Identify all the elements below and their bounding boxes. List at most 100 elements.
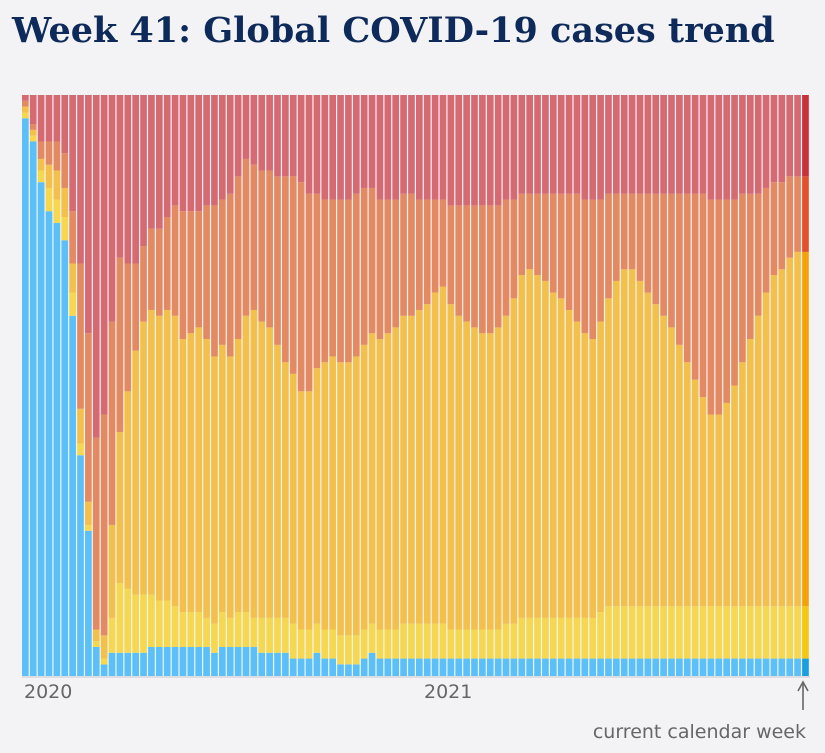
bar-week-53-segment-4 bbox=[431, 199, 439, 293]
bar-week-80-segment-2 bbox=[644, 606, 652, 659]
bar-week-31-segment-1 bbox=[258, 652, 266, 676]
bar-week-24-segment-1 bbox=[203, 646, 210, 676]
bar-week-10-segment-1 bbox=[92, 646, 100, 676]
bar-week-53-segment-1 bbox=[431, 658, 439, 676]
bar-week-43-segment-2 bbox=[352, 635, 360, 665]
bar-week-25-segment-2 bbox=[211, 623, 218, 653]
bar-week-57-segment-3 bbox=[463, 321, 470, 630]
bar-week-35-segment-4 bbox=[289, 176, 297, 374]
bar-week-42-segment-2 bbox=[345, 635, 352, 665]
bar-week-55-segment-5 bbox=[447, 95, 455, 206]
bar-week-94-segment-2 bbox=[754, 606, 762, 659]
bar-week-95-segment-4 bbox=[762, 187, 770, 293]
bar-week-63-segment-1 bbox=[510, 658, 518, 676]
bar-week-94-segment-3 bbox=[754, 315, 762, 607]
bar-week-9-segment-2 bbox=[85, 524, 92, 531]
bar-week-65-segment-4 bbox=[526, 193, 533, 270]
bar-week-7-segment-5 bbox=[69, 95, 76, 212]
bar-week-37-segment-5 bbox=[305, 95, 313, 194]
bar-week-54-segment-2 bbox=[439, 623, 447, 659]
bar-week-64-segment-5 bbox=[518, 95, 526, 194]
bar-week-2-segment-1 bbox=[29, 141, 37, 677]
bar-week-39-segment-2 bbox=[321, 629, 329, 659]
bar-week-14-segment-3 bbox=[124, 391, 132, 589]
bar-week-13-segment-1 bbox=[116, 652, 124, 676]
bar-week-6-segment-1 bbox=[61, 240, 69, 676]
bar-week-59-segment-2 bbox=[479, 629, 486, 659]
bar-week-79-segment-4 bbox=[636, 193, 644, 281]
bar-week-97-segment-1 bbox=[778, 658, 786, 676]
bar-week-35-segment-5 bbox=[289, 95, 297, 177]
bar-week-44-segment-2 bbox=[360, 629, 368, 659]
bar-week-5-segment-1 bbox=[53, 222, 61, 676]
bar-week-97-segment-2 bbox=[778, 606, 786, 659]
bar-week-81-segment-1 bbox=[652, 658, 660, 676]
bar-week-56-segment-2 bbox=[455, 629, 463, 659]
bar-week-100-segment-2 bbox=[802, 606, 809, 659]
bar-week-33-segment-5 bbox=[274, 95, 281, 177]
bar-week-33-segment-2 bbox=[274, 617, 281, 653]
bar-week-26-segment-3 bbox=[219, 344, 226, 613]
bar-week-34-segment-2 bbox=[282, 617, 289, 653]
bar-week-22-segment-4 bbox=[187, 211, 195, 334]
bar-week-44-segment-4 bbox=[360, 187, 368, 345]
bar-week-91-segment-1 bbox=[731, 658, 738, 676]
bar-week-98-segment-3 bbox=[786, 257, 794, 607]
bar-week-40-segment-2 bbox=[329, 629, 336, 659]
bar-week-63-segment-2 bbox=[510, 623, 518, 659]
bar-week-55-segment-3 bbox=[447, 304, 455, 630]
bar-week-56-segment-3 bbox=[455, 315, 463, 630]
bar-week-75-segment-1 bbox=[605, 658, 612, 676]
bar-week-60-segment-3 bbox=[486, 333, 494, 630]
bar-week-76-segment-5 bbox=[613, 95, 620, 194]
bar-week-61-segment-2 bbox=[494, 629, 502, 659]
bar-week-10-segment-4 bbox=[92, 437, 100, 630]
bar-week-36-segment-2 bbox=[297, 629, 305, 659]
bar-week-41-segment-2 bbox=[337, 635, 344, 665]
bar-week-49-segment-3 bbox=[400, 315, 407, 624]
bar-week-44-segment-5 bbox=[360, 95, 368, 188]
bar-week-18-segment-5 bbox=[155, 95, 163, 229]
x-tick-label-2021: 2021 bbox=[424, 681, 472, 703]
bar-week-45-segment-4 bbox=[368, 187, 376, 334]
bar-week-89-segment-2 bbox=[715, 606, 723, 659]
bar-week-27-segment-3 bbox=[226, 356, 234, 618]
bar-week-97-segment-5 bbox=[778, 95, 786, 183]
bar-week-36-segment-1 bbox=[297, 658, 305, 676]
bar-week-73-segment-1 bbox=[589, 658, 597, 676]
bar-week-91-segment-4 bbox=[731, 199, 738, 386]
bar-week-4-segment-4 bbox=[45, 141, 53, 165]
current-calendar-week-annotation: current calendar week bbox=[593, 721, 806, 743]
bar-week-73-segment-4 bbox=[589, 199, 597, 340]
bar-week-31-segment-3 bbox=[258, 321, 266, 618]
bar-week-67-segment-4 bbox=[542, 193, 549, 281]
bar-week-78-segment-3 bbox=[628, 269, 636, 607]
bar-week-76-segment-2 bbox=[613, 606, 620, 659]
bar-week-82-segment-2 bbox=[660, 606, 667, 659]
bar-week-76-segment-3 bbox=[613, 280, 620, 607]
bar-week-64-segment-3 bbox=[518, 275, 526, 618]
bar-week-93-segment-1 bbox=[746, 658, 754, 676]
bar-week-17-segment-2 bbox=[148, 594, 155, 647]
bar-week-35-segment-3 bbox=[289, 373, 297, 624]
bar-week-24-segment-3 bbox=[203, 339, 210, 618]
bar-week-78-segment-5 bbox=[628, 95, 636, 194]
bar-week-42-segment-1 bbox=[345, 664, 352, 676]
bar-week-6-segment-5 bbox=[61, 95, 69, 154]
bar-week-65-segment-1 bbox=[526, 658, 533, 676]
bar-week-5-segment-2 bbox=[53, 199, 61, 223]
bar-week-46-segment-1 bbox=[376, 658, 384, 676]
bar-week-42-segment-3 bbox=[345, 362, 352, 636]
bar-week-30-segment-3 bbox=[250, 309, 258, 618]
bar-week-58-segment-1 bbox=[471, 658, 478, 676]
bar-week-27-segment-4 bbox=[226, 193, 234, 357]
bar-week-16-segment-2 bbox=[140, 594, 147, 653]
bar-week-9-segment-4 bbox=[85, 333, 92, 502]
bar-week-90-segment-2 bbox=[723, 606, 730, 659]
bar-week-59-segment-4 bbox=[479, 205, 486, 334]
bar-week-70-segment-2 bbox=[565, 617, 573, 659]
bar-week-60-segment-5 bbox=[486, 95, 494, 206]
bar-week-24-segment-4 bbox=[203, 205, 210, 340]
bar-week-1-segment-5 bbox=[22, 95, 29, 101]
bar-week-51-segment-1 bbox=[416, 658, 423, 676]
